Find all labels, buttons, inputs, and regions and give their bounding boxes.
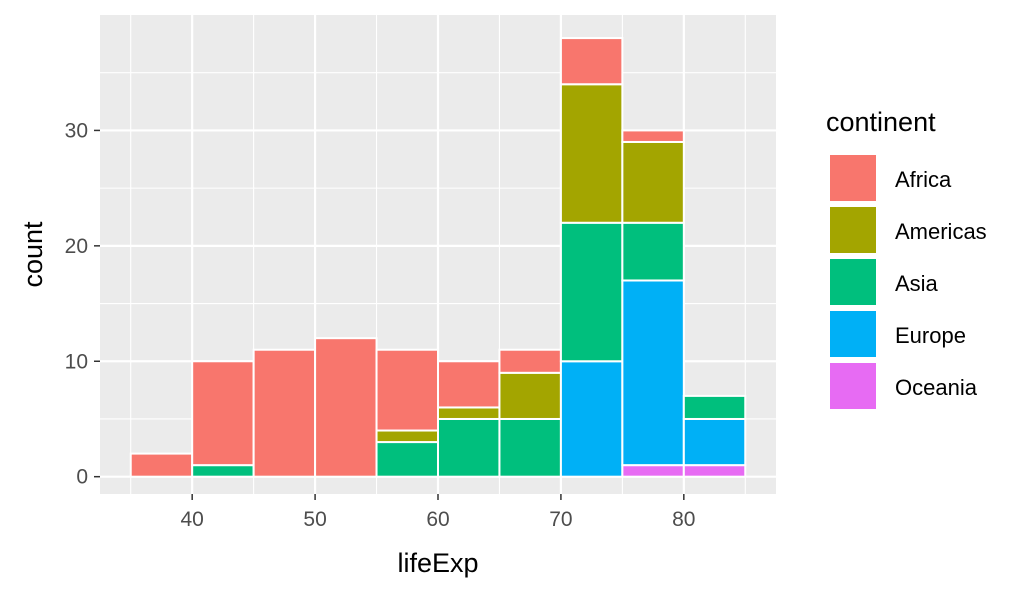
x-tick-label: 60 — [426, 508, 449, 531]
legend-key-oceania — [828, 361, 878, 411]
legend-key-europe — [828, 309, 878, 359]
y-tick-label: 30 — [65, 119, 88, 142]
bar-americas — [621, 140, 685, 224]
bar-americas — [559, 83, 624, 224]
x-tick-label: 50 — [303, 508, 326, 531]
bar-asia — [191, 464, 255, 478]
legend-label-oceania: Oceania — [895, 375, 978, 400]
bar-asia — [682, 394, 747, 420]
bar-africa — [252, 348, 317, 478]
bar-asia — [559, 221, 624, 363]
bar-americas — [437, 406, 501, 420]
y-tick-label: 20 — [65, 235, 88, 258]
bar-africa — [191, 360, 255, 467]
y-tick-label: 0 — [76, 466, 88, 489]
bar-oceania — [682, 464, 747, 478]
legend-key-asia — [828, 257, 878, 307]
bar-africa — [621, 129, 685, 143]
bar-africa — [375, 348, 439, 432]
legend-label-asia: Asia — [895, 271, 939, 296]
x-tick-label: 70 — [549, 508, 572, 531]
bar-africa — [498, 348, 562, 374]
legend-key-africa — [828, 153, 878, 203]
bar-oceania — [621, 464, 685, 478]
bar-asia — [437, 417, 501, 478]
bar-asia — [375, 441, 439, 478]
legend-key-americas — [828, 205, 878, 255]
bar-africa — [559, 37, 624, 86]
legend-label-africa: Africa — [895, 167, 952, 192]
bar-africa — [129, 452, 194, 478]
bars — [129, 37, 747, 478]
y-tick-label: 10 — [65, 350, 88, 373]
bar-europe — [621, 279, 685, 467]
bar-asia — [621, 221, 685, 282]
x-axis-ticks: 40 50 60 70 80 — [181, 494, 695, 531]
x-tick-label: 40 — [181, 508, 204, 531]
bar-asia — [498, 417, 562, 478]
legend-label-europe: Europe — [895, 323, 966, 348]
y-axis-ticks: 0 10 20 30 — [65, 119, 100, 489]
legend-title: continent — [826, 107, 936, 137]
legend: continent Africa Americas Asia Europe Oceani… — [826, 107, 987, 411]
bar-americas — [375, 429, 439, 444]
y-axis-title: count — [18, 221, 48, 288]
x-tick-label: 80 — [672, 508, 695, 531]
bar-europe — [682, 417, 747, 467]
x-axis-title: lifeExp — [397, 548, 478, 578]
bar-europe — [559, 360, 624, 478]
bar-africa — [437, 360, 501, 409]
bar-americas — [498, 371, 562, 420]
bar-africa — [314, 337, 378, 478]
legend-label-americas: Americas — [895, 219, 987, 244]
